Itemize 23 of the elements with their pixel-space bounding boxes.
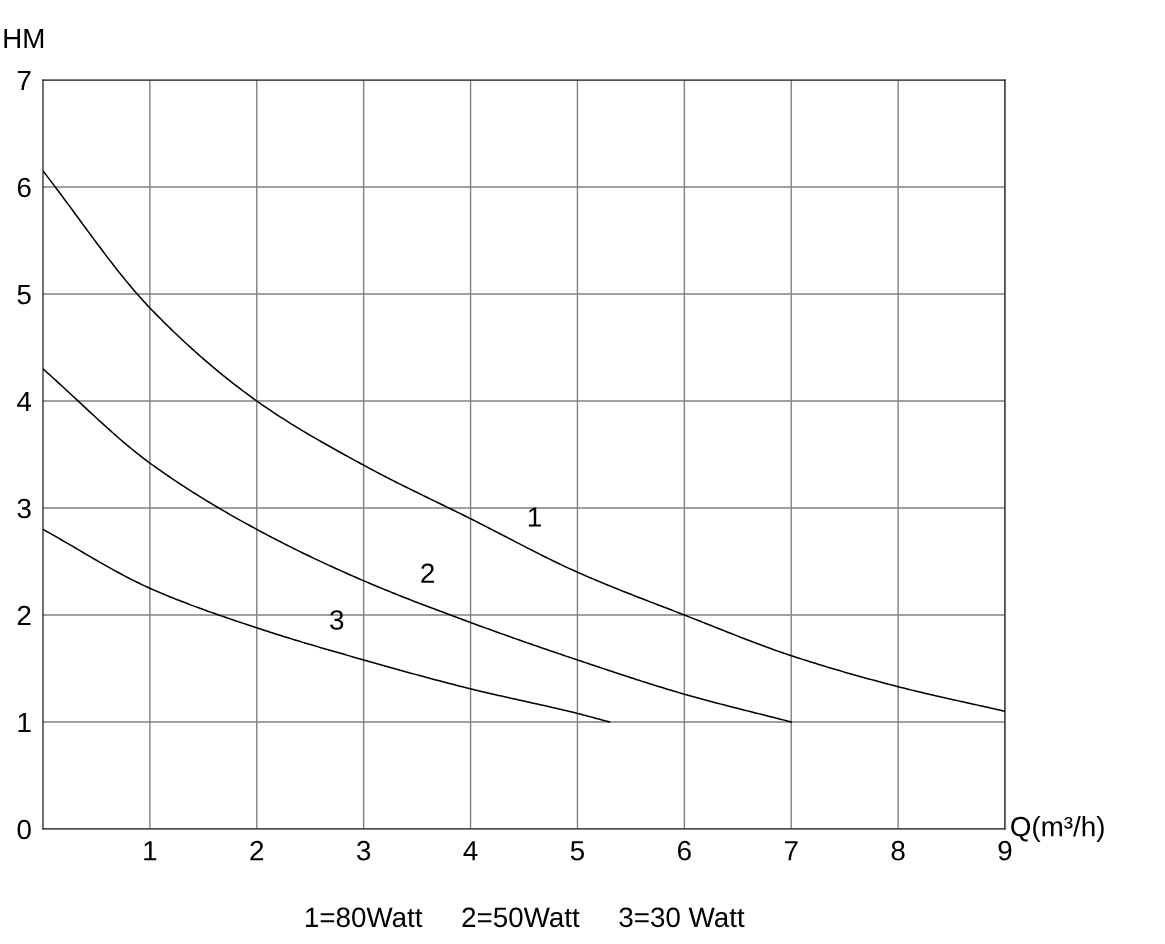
series-label: 1	[528, 507, 541, 527]
x-tick-label: 3	[357, 840, 371, 861]
x-tick-label: 6	[678, 840, 691, 861]
y-tick-label: 4	[17, 391, 32, 412]
y-tick-label: 5	[17, 284, 31, 305]
y-axis-title: HM	[4, 28, 44, 49]
y-tick-label: 7	[17, 70, 31, 91]
y-tick-label: 0	[17, 819, 31, 840]
y-tick-label: 6	[17, 177, 31, 198]
x-tick-label: 8	[891, 840, 905, 861]
series-label: 2	[421, 563, 434, 583]
series-label: 3	[330, 610, 344, 630]
x-tick-label: 9	[998, 840, 1012, 861]
x-tick-label: 2	[250, 840, 264, 861]
x-tick-label: 1	[144, 841, 157, 861]
y-tick-label: 3	[17, 498, 31, 519]
y-tick-label: 2	[17, 605, 31, 626]
x-tick-label: 4	[463, 841, 478, 861]
text: 1=80Watt 2=50Watt 3=30 Watt	[305, 907, 745, 928]
x-axis-title: Q(m³/h)	[1011, 816, 1104, 842]
y-tick-label: 1	[18, 712, 31, 733]
x-tick-label: 5	[570, 841, 584, 861]
x-tick-label: 7	[784, 841, 798, 861]
